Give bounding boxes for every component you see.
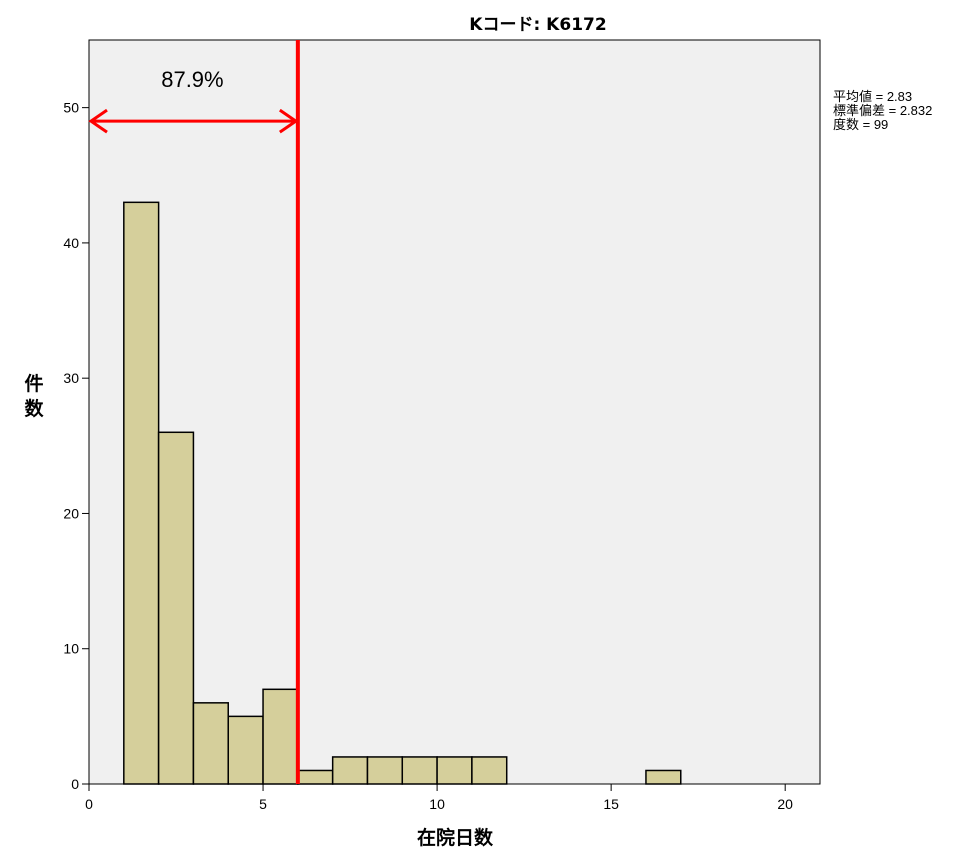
y-tick-label: 10 (63, 641, 79, 657)
chart-title: Kコード: K6172 (469, 15, 606, 35)
histogram-bar-8 (401, 756, 438, 785)
y-axis-title: 件数 (24, 372, 44, 420)
histogram-bar-7 (366, 756, 404, 785)
x-axis: 0 5 10 15 20 (85, 784, 793, 812)
y-tick-label: 0 (71, 776, 79, 792)
stats-std: 標準偏差 = 2.832 (833, 103, 932, 118)
x-tick-label: 20 (777, 796, 793, 812)
stats-mean: 平均値 = 2.83 (833, 89, 912, 104)
x-tick-label: 5 (259, 796, 267, 812)
histogram-bar-9 (436, 756, 473, 785)
histogram-bar-11 (645, 769, 682, 785)
y-tick-label: 30 (63, 370, 79, 386)
x-tick-label: 10 (429, 796, 445, 812)
histogram-bar-2 (192, 702, 229, 785)
y-tick-label: 40 (63, 235, 79, 251)
histogram-bar-4 (262, 688, 299, 785)
x-tick-label: 15 (603, 796, 619, 812)
histogram-bar-3 (227, 715, 264, 785)
y-tick-label: 20 (63, 505, 79, 521)
histogram-bar-5 (297, 769, 334, 785)
y-axis: 0 10 20 30 40 50 (63, 100, 89, 792)
x-axis-title: 在院日数 (417, 826, 494, 849)
y-tick-label: 50 (63, 100, 79, 116)
histogram-bar-6 (331, 756, 369, 785)
histogram-bar-1 (157, 431, 195, 785)
plot-area (88, 39, 821, 785)
arrow-head-right (279, 108, 299, 134)
stats-count: 度数 = 99 (833, 117, 888, 132)
reference-annotation: 87.9% (161, 67, 223, 92)
bars-group (123, 201, 682, 785)
histogram-bar-0 (123, 201, 160, 785)
reference-arrow (88, 108, 299, 134)
x-tick-label: 0 (85, 796, 93, 812)
histogram-bar-10 (471, 756, 508, 785)
arrow-head-left (88, 108, 108, 134)
